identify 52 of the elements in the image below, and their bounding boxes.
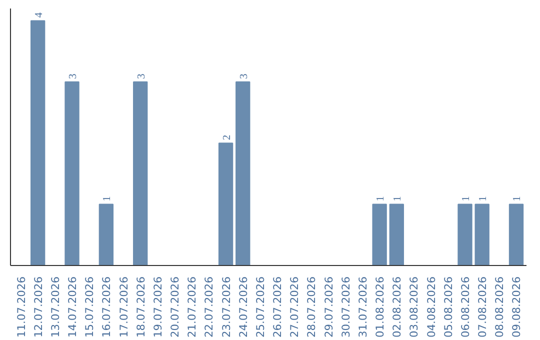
bar <box>458 204 472 266</box>
x-tick-label: 27.07.2026 <box>288 276 302 338</box>
x-tick-label: 23.07.2026 <box>220 276 233 338</box>
data-label: 1 <box>392 196 404 202</box>
x-tick-label: 06.08.2026 <box>458 276 472 338</box>
bar <box>64 81 80 266</box>
bar <box>133 81 148 266</box>
x-tick-label: 09.08.2026 <box>510 276 524 338</box>
bar <box>236 81 250 266</box>
x-tick-label: 31.07.2026 <box>356 276 370 338</box>
data-label: 1 <box>102 196 114 202</box>
x-tick-label: 14.07.2026 <box>66 276 80 338</box>
data-label: 3 <box>68 74 80 79</box>
data-label: 1 <box>512 196 524 202</box>
x-tick-label: 20.07.2026 <box>168 276 182 338</box>
bar <box>30 20 46 266</box>
bar <box>218 142 234 266</box>
x-tick-label: 03.08.2026 <box>408 276 421 338</box>
data-label: 1 <box>478 196 490 202</box>
data-label: 2 <box>222 134 233 140</box>
x-tick-label: 05.08.2026 <box>442 276 455 338</box>
x-tick-label: 07.08.2026 <box>476 276 490 338</box>
x-tick-label: 19.07.2026 <box>151 276 164 338</box>
bar <box>474 204 490 266</box>
bar <box>98 204 114 266</box>
x-tick-label: 30.07.2026 <box>339 276 352 338</box>
x-tick-label: 08.08.2026 <box>493 276 506 338</box>
data-label: 1 <box>460 196 472 202</box>
x-tick-label: 25.07.2026 <box>254 276 267 338</box>
x-tick-label: 02.08.2026 <box>390 276 404 338</box>
x-tick-label: 24.07.2026 <box>236 276 250 338</box>
x-tick-label: 15.07.2026 <box>83 276 96 338</box>
x-tick-label: 26.07.2026 <box>271 276 284 338</box>
x-tick-label: 12.07.2026 <box>32 276 45 338</box>
x-tick-label: 21.07.2026 <box>186 276 199 338</box>
x-tick-label: 04.08.2026 <box>424 276 438 338</box>
x-tick-label: 22.07.2026 <box>202 276 216 338</box>
x-tick-label: 16.07.2026 <box>100 276 114 338</box>
data-label: 3 <box>136 74 148 79</box>
x-tick-label: 13.07.2026 <box>48 276 62 338</box>
x-tick-label: 18.07.2026 <box>134 276 148 338</box>
bar <box>508 204 524 266</box>
data-label: 4 <box>34 12 45 18</box>
bar <box>389 204 404 266</box>
data-label: 1 <box>376 196 387 202</box>
x-tick-label: 11.07.2026 <box>14 276 28 338</box>
data-label: 3 <box>238 74 250 79</box>
x-tick-label: 17.07.2026 <box>117 276 130 338</box>
x-tick-label: 29.07.2026 <box>322 276 336 338</box>
x-tick-label: 01.08.2026 <box>374 276 387 338</box>
x-tick-label: 28.07.2026 <box>305 276 318 338</box>
bar <box>372 204 387 266</box>
